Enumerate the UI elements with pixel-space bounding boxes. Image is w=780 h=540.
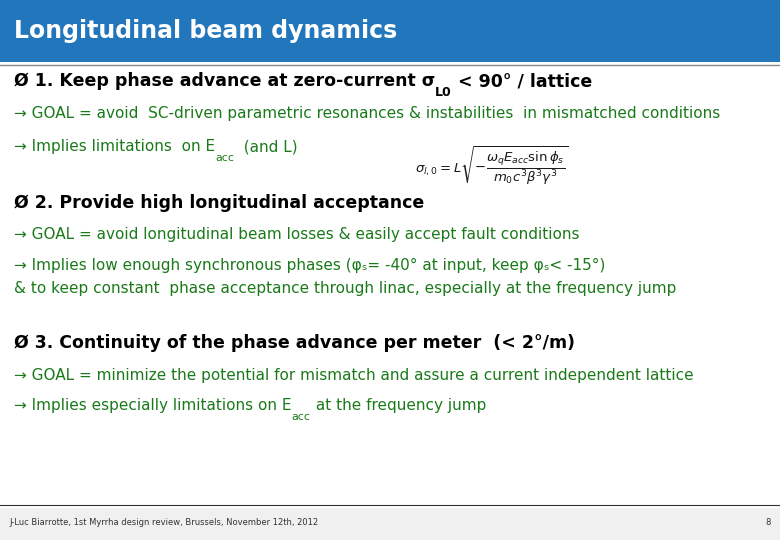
FancyBboxPatch shape — [0, 0, 780, 62]
Text: L0: L0 — [435, 86, 452, 99]
Text: (and L): (and L) — [234, 139, 298, 154]
Text: Ø 3. Continuity of the phase advance per meter  (< 2°/m): Ø 3. Continuity of the phase advance per… — [14, 334, 575, 352]
Text: → Implies low enough synchronous phases (φₛ= -40° at input, keep φₛ< -15°): → Implies low enough synchronous phases … — [14, 258, 605, 273]
Text: < 90° / lattice: < 90° / lattice — [452, 72, 592, 90]
FancyBboxPatch shape — [0, 40, 780, 508]
Text: 8: 8 — [765, 518, 771, 526]
Text: → Implies especially limitations on E: → Implies especially limitations on E — [14, 399, 292, 414]
Text: J-Luc Biarrotte, 1st Myrrha design review, Brussels, November 12th, 2012: J-Luc Biarrotte, 1st Myrrha design revie… — [9, 518, 318, 526]
Text: → GOAL = minimize the potential for mismatch and assure a current independent la: → GOAL = minimize the potential for mism… — [14, 368, 693, 383]
Text: Ø 2. Provide high longitudinal acceptance: Ø 2. Provide high longitudinal acceptanc… — [14, 194, 424, 212]
Text: → GOAL = avoid  SC-driven parametric resonances & instabilities  in mismatched c: → GOAL = avoid SC-driven parametric reso… — [14, 106, 720, 121]
Text: → Implies limitations  on E: → Implies limitations on E — [14, 139, 215, 154]
Text: → GOAL = avoid longitudinal beam losses & easily accept fault conditions: → GOAL = avoid longitudinal beam losses … — [14, 227, 580, 242]
Text: Ø 1. Keep phase advance at zero-current σ: Ø 1. Keep phase advance at zero-current … — [14, 72, 435, 90]
Text: acc: acc — [292, 412, 310, 422]
Text: at the frequency jump: at the frequency jump — [310, 399, 486, 414]
Text: & to keep constant  phase acceptance through linac, especially at the frequency : & to keep constant phase acceptance thro… — [14, 281, 676, 296]
Text: Longitudinal beam dynamics: Longitudinal beam dynamics — [14, 19, 397, 43]
Text: $\sigma_{l,0} = L\sqrt{-\dfrac{\omega_q E_{acc}\sin\phi_s}{m_0 c^3 \beta^3 \gamm: $\sigma_{l,0} = L\sqrt{-\dfrac{\omega_q … — [415, 144, 568, 186]
Text: acc: acc — [215, 153, 234, 163]
